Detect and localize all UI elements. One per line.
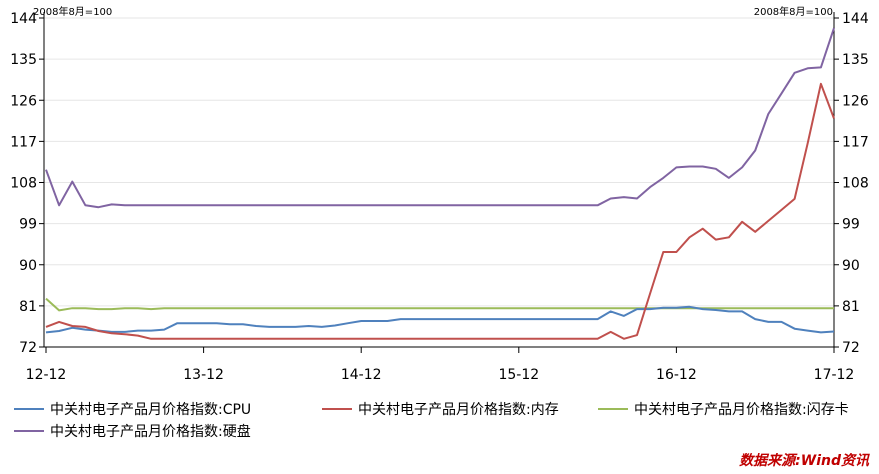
x-tick-label: 13-12 (183, 367, 224, 383)
y-tick-label-left: 108 (10, 176, 37, 192)
legend-row-2: 中关村电子产品月价格指数:硬盘 (14, 420, 874, 442)
y-tick-label-left: 99 (19, 217, 37, 233)
line-chart: 72 72 81 81 90 90 99 99 108 108 117 117 126 126 135 135… (10, 5, 869, 383)
y-tick-label-right: 117 (842, 134, 869, 150)
legend-label-flash: 中关村电子产品月价格指数:闪存卡 (634, 402, 849, 418)
y-tick-label-left: 117 (10, 134, 37, 150)
series-line-0 (45, 305, 835, 334)
legend-swatch-flash (598, 408, 628, 410)
legend-swatch-cpu (14, 408, 44, 410)
x-ticks: 12-12 13-12 14-12 15-12 16-12 17-12 (26, 347, 855, 383)
y-tick-label-right: 126 (842, 93, 869, 109)
y-tick-label-right: 90 (842, 258, 860, 274)
y-tick-label-right: 144 (842, 11, 869, 27)
legend-item-cpu: 中关村电子产品月价格指数:CPU (14, 399, 322, 419)
legend-label-hdd: 中关村电子产品月价格指数:硬盘 (50, 424, 251, 440)
y-tick-label-left: 144 (10, 11, 37, 27)
series-line-3 (45, 27, 835, 209)
series-lines (45, 27, 835, 340)
y-tick-label-left: 72 (19, 340, 37, 356)
x-tick-label: 17-12 (814, 367, 855, 383)
legend-swatch-hdd (14, 430, 44, 432)
legend: 中关村电子产品月价格指数:CPU 中关村电子产品月价格指数:内存 中关村电子产品… (14, 398, 874, 442)
unit-label-left: 2008年8月=100 (33, 5, 112, 18)
x-tick-label: 16-12 (656, 367, 697, 383)
legend-row-1: 中关村电子产品月价格指数:CPU 中关村电子产品月价格指数:内存 中关村电子产品… (14, 398, 874, 420)
y-tick-label-left: 135 (10, 52, 37, 68)
y-tick-label-left: 90 (19, 258, 37, 274)
grid-lines (44, 17, 834, 307)
series-line-1 (45, 82, 835, 340)
legend-swatch-memory (322, 408, 352, 410)
y-ticks: 72 72 81 81 90 90 99 99 108 108 117 117 126 126 135 135… (10, 11, 869, 356)
legend-item-memory: 中关村电子产品月价格指数:内存 (322, 399, 598, 419)
y-tick-label-right: 72 (842, 340, 860, 356)
x-tick-label: 14-12 (341, 367, 382, 383)
legend-item-hdd: 中关村电子产品月价格指数:硬盘 (14, 421, 251, 441)
x-tick-label: 15-12 (498, 367, 539, 383)
legend-label-memory: 中关村电子产品月价格指数:内存 (358, 402, 559, 418)
legend-label-cpu: 中关村电子产品月价格指数:CPU (50, 402, 252, 418)
y-tick-label-right: 99 (842, 217, 860, 233)
y-tick-label-right: 108 (842, 176, 869, 192)
series-line-2 (45, 297, 834, 312)
y-tick-label-left: 81 (19, 299, 37, 315)
y-tick-label-right: 81 (842, 299, 860, 315)
legend-item-flash: 中关村电子产品月价格指数:闪存卡 (598, 399, 849, 419)
y-tick-label-right: 135 (842, 52, 869, 68)
x-tick-label: 12-12 (26, 367, 67, 383)
y-tick-label-left: 126 (10, 93, 37, 109)
unit-label-right: 2008年8月=100 (754, 5, 833, 18)
source-note: 数据来源:Wind资讯 (739, 453, 869, 469)
